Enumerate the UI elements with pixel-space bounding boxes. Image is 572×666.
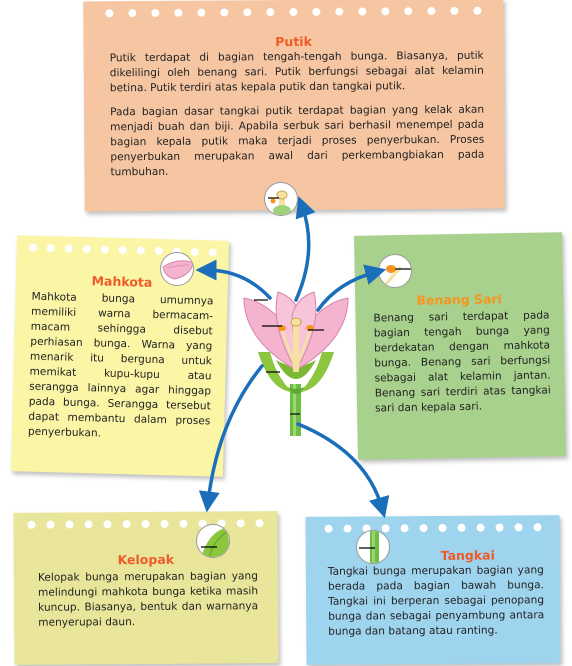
sepal-thumb-icon (196, 524, 230, 558)
benang-sari-title: Benang Sari (416, 291, 503, 308)
tangkai-title: Tangkai (440, 547, 495, 563)
tangkai-card: Tangkai Tangkai bunga merupakan bagian y… (305, 515, 561, 665)
mahkota-card: Mahkota Mahkota bunga umumnya memiliki w… (10, 235, 230, 477)
petal-thumb-icon (160, 252, 194, 286)
arrow-to-putik (294, 196, 316, 302)
stem-thumb-icon (356, 530, 390, 564)
putik-card: Putik Putik terdapat di bagian tengah-te… (83, 0, 505, 212)
pistil-thumb-icon (264, 182, 298, 216)
putik-paragraph-2: Pada bagian dasar tangkai putik terdapat… (110, 103, 485, 179)
putik-paragraph-1: Putik terdapat di bagian tengah-tengah b… (109, 49, 484, 95)
putik-title: Putik (275, 33, 312, 50)
kelopak-card: Kelopak Kelopak bunga merupakan bagian y… (13, 511, 279, 665)
stamen-thumb-icon (378, 254, 412, 288)
binder-holes (14, 519, 278, 529)
kelopak-title: Kelopak (117, 551, 175, 568)
binder-holes (306, 523, 560, 533)
tangkai-text: Tangkai bunga merupakan bagian yang bera… (327, 564, 545, 638)
kelopak-text: Kelopak bunga merupakan bagian yang meli… (37, 570, 259, 629)
flower-icon (243, 291, 349, 436)
binder-holes (17, 243, 229, 257)
mahkota-title: Mahkota (91, 273, 153, 290)
mahkota-text: Mahkota bunga umumnya memiliki warna ber… (27, 290, 214, 440)
binder-holes (83, 6, 503, 18)
putik-text: Putik terdapat di bagian tengah-tengah b… (110, 49, 485, 181)
benang-sari-text: Benang sari terdapat pada bagian tengah … (373, 309, 551, 415)
